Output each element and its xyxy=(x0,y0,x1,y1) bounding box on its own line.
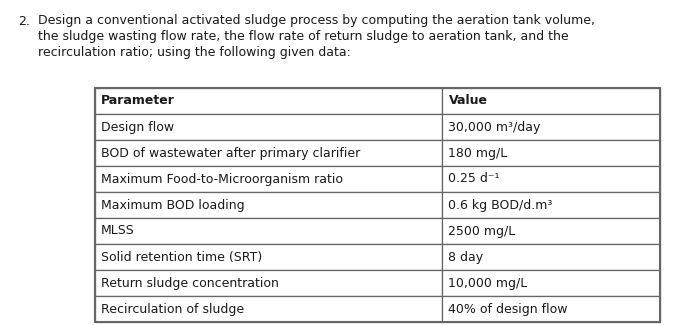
Text: Value: Value xyxy=(449,95,487,108)
Bar xyxy=(95,192,442,218)
Text: Recirculation of sludge: Recirculation of sludge xyxy=(101,303,244,316)
Text: 2.: 2. xyxy=(18,15,30,28)
Text: Maximum BOD loading: Maximum BOD loading xyxy=(101,199,244,212)
Bar xyxy=(95,296,442,322)
Text: 30,000 m³/day: 30,000 m³/day xyxy=(449,121,541,134)
Bar xyxy=(442,192,660,218)
Text: BOD of wastewater after primary clarifier: BOD of wastewater after primary clarifie… xyxy=(101,147,360,160)
Text: 0.25 d⁻¹: 0.25 d⁻¹ xyxy=(449,173,500,186)
Bar xyxy=(95,88,660,322)
Text: 180 mg/L: 180 mg/L xyxy=(449,147,507,160)
Bar xyxy=(95,244,442,270)
Bar xyxy=(95,270,442,296)
Text: 8 day: 8 day xyxy=(449,251,484,264)
Text: Parameter: Parameter xyxy=(101,95,175,108)
Text: 2500 mg/L: 2500 mg/L xyxy=(449,225,516,238)
Bar xyxy=(95,218,442,244)
Bar xyxy=(442,140,660,166)
Text: 40% of design flow: 40% of design flow xyxy=(449,303,568,316)
Bar xyxy=(95,88,442,114)
Text: recirculation ratio; using the following given data:: recirculation ratio; using the following… xyxy=(38,46,351,59)
Text: Solid retention time (SRT): Solid retention time (SRT) xyxy=(101,251,262,264)
Text: Maximum Food-to-Microorganism ratio: Maximum Food-to-Microorganism ratio xyxy=(101,173,343,186)
Bar xyxy=(442,114,660,140)
Text: 10,000 mg/L: 10,000 mg/L xyxy=(449,277,528,290)
Bar xyxy=(95,114,442,140)
Text: Design flow: Design flow xyxy=(101,121,174,134)
Bar xyxy=(442,88,660,114)
Text: 0.6 kg BOD/d.m³: 0.6 kg BOD/d.m³ xyxy=(449,199,553,212)
Bar xyxy=(95,166,442,192)
Text: MLSS: MLSS xyxy=(101,225,134,238)
Text: the sludge wasting flow rate, the flow rate of return sludge to aeration tank, a: the sludge wasting flow rate, the flow r… xyxy=(38,30,568,43)
Bar xyxy=(442,218,660,244)
Bar xyxy=(442,296,660,322)
Bar xyxy=(442,270,660,296)
Bar xyxy=(442,166,660,192)
Bar xyxy=(95,140,442,166)
Text: Design a conventional activated sludge process by computing the aeration tank vo: Design a conventional activated sludge p… xyxy=(38,14,595,27)
Bar xyxy=(442,244,660,270)
Text: Return sludge concentration: Return sludge concentration xyxy=(101,277,279,290)
